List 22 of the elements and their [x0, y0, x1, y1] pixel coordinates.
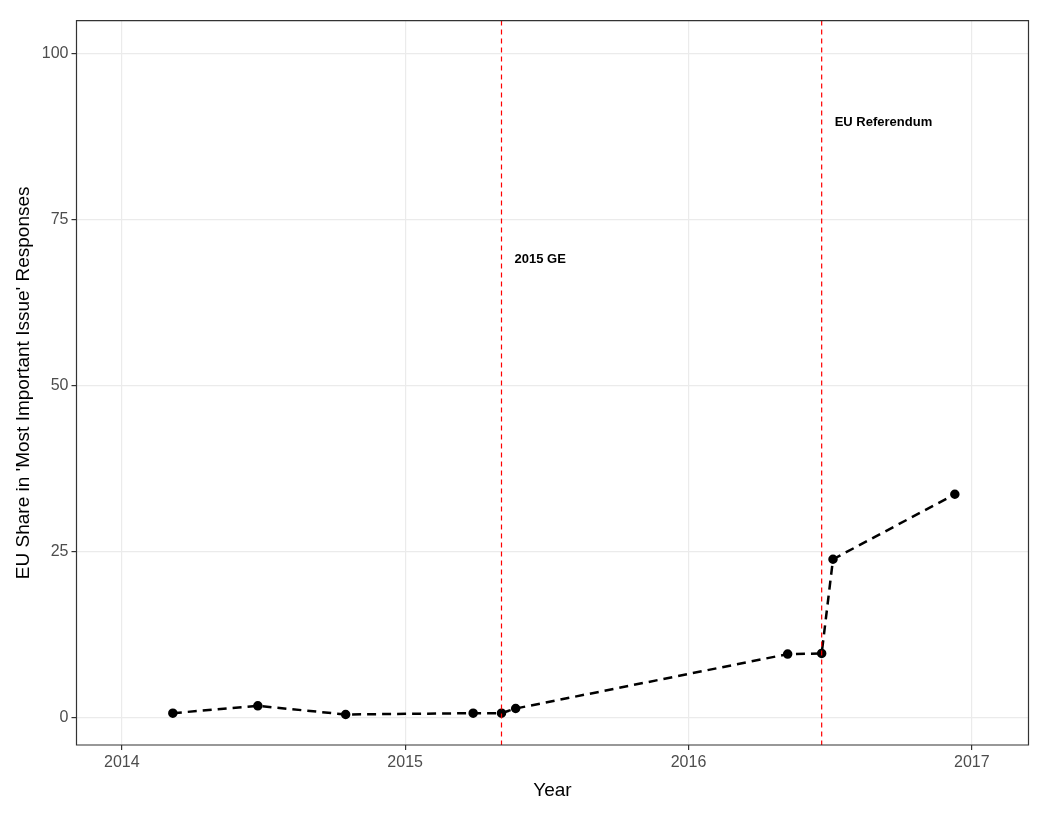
ref-line-label: 2015 GE — [514, 251, 567, 267]
y-tick-label: 100 — [41, 44, 69, 62]
x-tick-label: 2017 — [954, 753, 990, 771]
point — [950, 489, 960, 499]
point — [782, 649, 793, 659]
x-tick-label: 2015 — [387, 753, 424, 771]
x-tick-label: 2016 — [670, 753, 707, 771]
y-axis-title: EU Share in 'Most Important Issue' Responses — [11, 186, 33, 580]
y-tick-label: 0 — [59, 707, 69, 725]
point — [496, 708, 507, 718]
point — [510, 703, 521, 714]
point — [168, 708, 178, 718]
y-tick-label: 75 — [50, 210, 69, 228]
ref-line-label: EU Referendum — [834, 113, 933, 129]
x-axis-title: Year — [533, 778, 573, 800]
y-tick-label: 25 — [50, 541, 69, 559]
point — [253, 701, 263, 711]
point — [468, 708, 478, 718]
point — [340, 709, 351, 720]
point — [828, 554, 838, 565]
x-tick-label: 2014 — [104, 753, 140, 771]
y-tick-label: 50 — [50, 375, 69, 393]
